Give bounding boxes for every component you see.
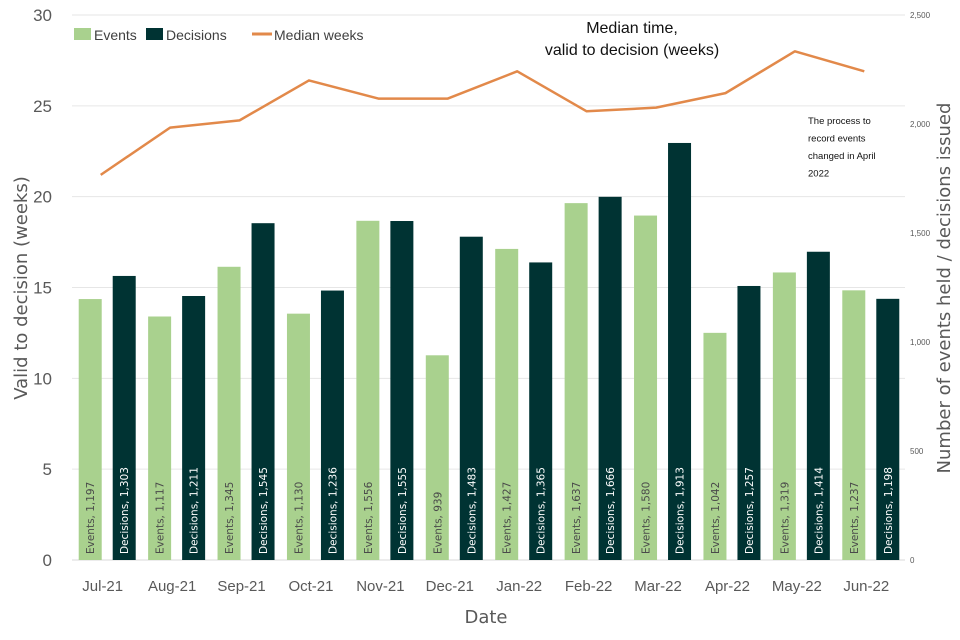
legend-label: Median weeks [274,27,364,43]
legend-label: Events [94,27,137,43]
bar-data-label: Decisions, 1,236 [327,467,339,554]
y-tick-label: 30 [33,6,52,25]
x-tick-label: Jan-22 [496,578,542,595]
x-tick-label: Jun-22 [843,578,889,595]
x-tick-label: Dec-21 [426,578,474,595]
x-tick-label: Mar-22 [634,578,682,595]
bar-data-label: Events, 1,117 [155,482,167,554]
bar-events [78,299,102,560]
bar-decisions [390,221,414,560]
bar-data-label: Events, 1,042 [710,482,722,554]
bar-events [286,313,310,560]
x-axis-title: Date [464,607,507,628]
y2-tick-label: 2,500 [910,11,931,20]
y-tick-label: 25 [33,97,52,116]
bar-events [495,248,519,560]
bar-events [842,290,866,560]
y2-axis-title: Number of events held / decisions issued [934,103,955,474]
bar-data-label: Decisions, 1,483 [466,467,478,554]
bar-data-label: Decisions, 1,211 [189,467,201,554]
bar-events [148,316,172,560]
bar-decisions [112,275,136,560]
bar-decisions [320,290,344,560]
bar-data-label: Decisions, 1,913 [675,467,687,554]
bar-decisions [737,285,761,560]
x-tick-label: Aug-21 [148,578,196,595]
bar-data-label: Events, 939 [432,492,444,554]
annotation-text: changed in April [808,151,876,162]
bar-data-label: Decisions, 1,198 [883,467,895,554]
bar-decisions [668,142,692,560]
x-tick-label: May-22 [772,578,822,595]
bar-events [356,220,380,561]
y2-tick-label: 2,000 [910,120,931,129]
bar-data-label: Events, 1,130 [293,482,305,554]
y-tick-label: 5 [43,460,52,479]
bar-data-label: Events, 1,556 [363,481,375,554]
bar-decisions [251,223,275,560]
bar-data-label: Decisions, 1,555 [397,467,409,554]
line-median-weeks [100,50,865,176]
annotation-text: record events [808,134,866,145]
bar-data-label: Events, 1,237 [849,482,861,554]
bar-decisions [529,262,553,560]
bar-decisions [182,296,206,560]
annotation-text: The process to [808,116,871,127]
chart-title-line2: valid to decision (weeks) [545,42,719,59]
y2-tick-label: 1,500 [910,229,931,238]
y-tick-label: 10 [33,369,52,388]
bar-data-label: Events, 1,319 [779,482,791,554]
x-tick-label: Nov-21 [356,578,404,595]
x-tick-label: Sep-21 [217,578,265,595]
bar-decisions [806,251,830,561]
bar-data-label: Decisions, 1,545 [258,467,270,554]
bar-events [425,355,449,560]
bar-data-label: Decisions, 1,666 [605,467,617,554]
bar-events [703,332,727,560]
y-tick-label: 15 [33,279,52,298]
y2-tick-label: 500 [910,447,924,456]
x-tick-label: Jul-21 [82,578,123,595]
bar-data-label: Decisions, 1,303 [119,467,131,554]
x-tick-label: Apr-22 [705,578,750,595]
legend-swatch-events [74,28,91,40]
legend-label: Decisions [166,27,227,43]
bar-events [217,266,241,560]
bar-decisions [876,298,900,560]
bar-decisions [459,236,483,560]
y-axis-title: Valid to decision (weeks) [11,176,32,400]
bar-data-label: Decisions, 1,257 [744,467,756,554]
y2-tick-label: 1,000 [910,338,931,347]
annotation-text: 2022 [808,169,829,180]
y-tick-label: 0 [43,551,52,570]
bar-events [564,203,588,560]
bar-decisions [598,196,622,560]
bar-data-label: Decisions, 1,365 [536,467,548,554]
bar-data-label: Decisions, 1,414 [813,467,825,554]
y2-tick-label: 0 [910,556,915,565]
bar-events [634,215,658,560]
bar-data-label: Events, 1,345 [224,482,236,554]
bar-data-label: Events, 1,197 [85,482,97,554]
y-tick-label: 20 [33,188,52,207]
x-tick-label: Oct-21 [288,578,333,595]
chart-title-line1: Median time, [586,20,678,37]
bar-data-label: Events, 1,427 [502,482,514,554]
legend-swatch-decisions [146,28,163,40]
x-tick-label: Feb-22 [565,578,613,595]
bar-data-label: Events, 1,580 [641,482,653,554]
bar-events [772,272,796,560]
bar-data-label: Events, 1,637 [571,482,583,554]
